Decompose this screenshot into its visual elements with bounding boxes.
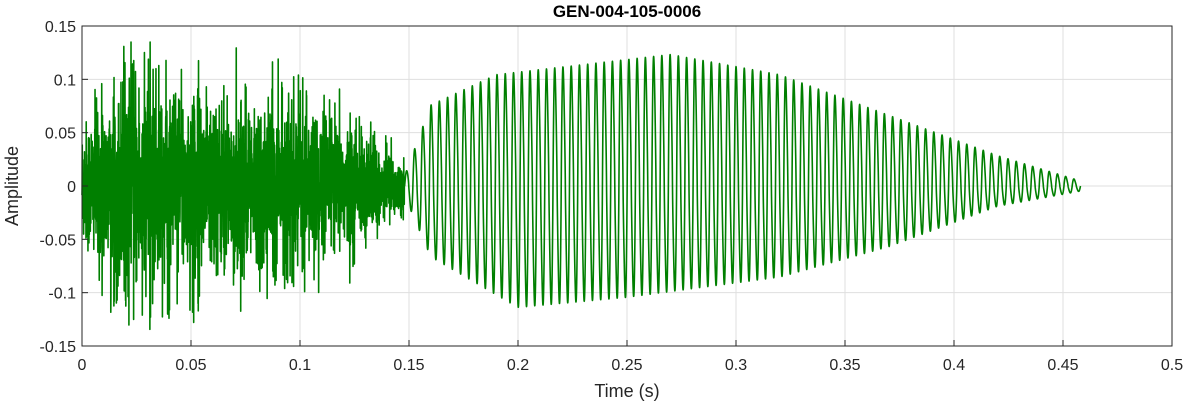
x-tick-label: 0.4 (943, 357, 965, 374)
y-tick-label: 0.15 (45, 19, 76, 36)
x-ticks: 0 0.05 0.1 0.15 0.2 0.25 0.3 0.35 0.4 0.45 0.5 (78, 340, 1183, 374)
y-tick-label: -0.1 (48, 286, 76, 303)
y-tick-label: 0.05 (45, 126, 76, 143)
y-tick-label: 0 (67, 179, 76, 196)
x-axis-label: Time (s) (594, 381, 659, 401)
signal-line (81, 41, 1082, 331)
x-tick-label: 0.25 (611, 357, 642, 374)
x-tick-label: 0.5 (1161, 357, 1183, 374)
x-tick-label: 0.2 (507, 357, 529, 374)
y-ticks: -0.15 -0.1 -0.05 0 0.05 0.1 0.15 (40, 19, 88, 356)
x-tick-label: 0.3 (725, 357, 747, 374)
y-axis-label: Amplitude (2, 146, 22, 226)
x-tick-label: 0.1 (289, 357, 311, 374)
x-tick-label: 0 (78, 357, 87, 374)
y-tick-label: 0.1 (54, 72, 76, 89)
chart-title: GEN-004-105-0006 (553, 2, 701, 21)
y-tick-label: -0.15 (40, 339, 77, 356)
x-tick-label: 0.15 (393, 357, 424, 374)
x-tick-label: 0.45 (1047, 357, 1078, 374)
x-tick-label: 0.35 (829, 357, 860, 374)
x-tick-label: 0.05 (175, 357, 206, 374)
y-tick-label: -0.05 (40, 232, 77, 249)
